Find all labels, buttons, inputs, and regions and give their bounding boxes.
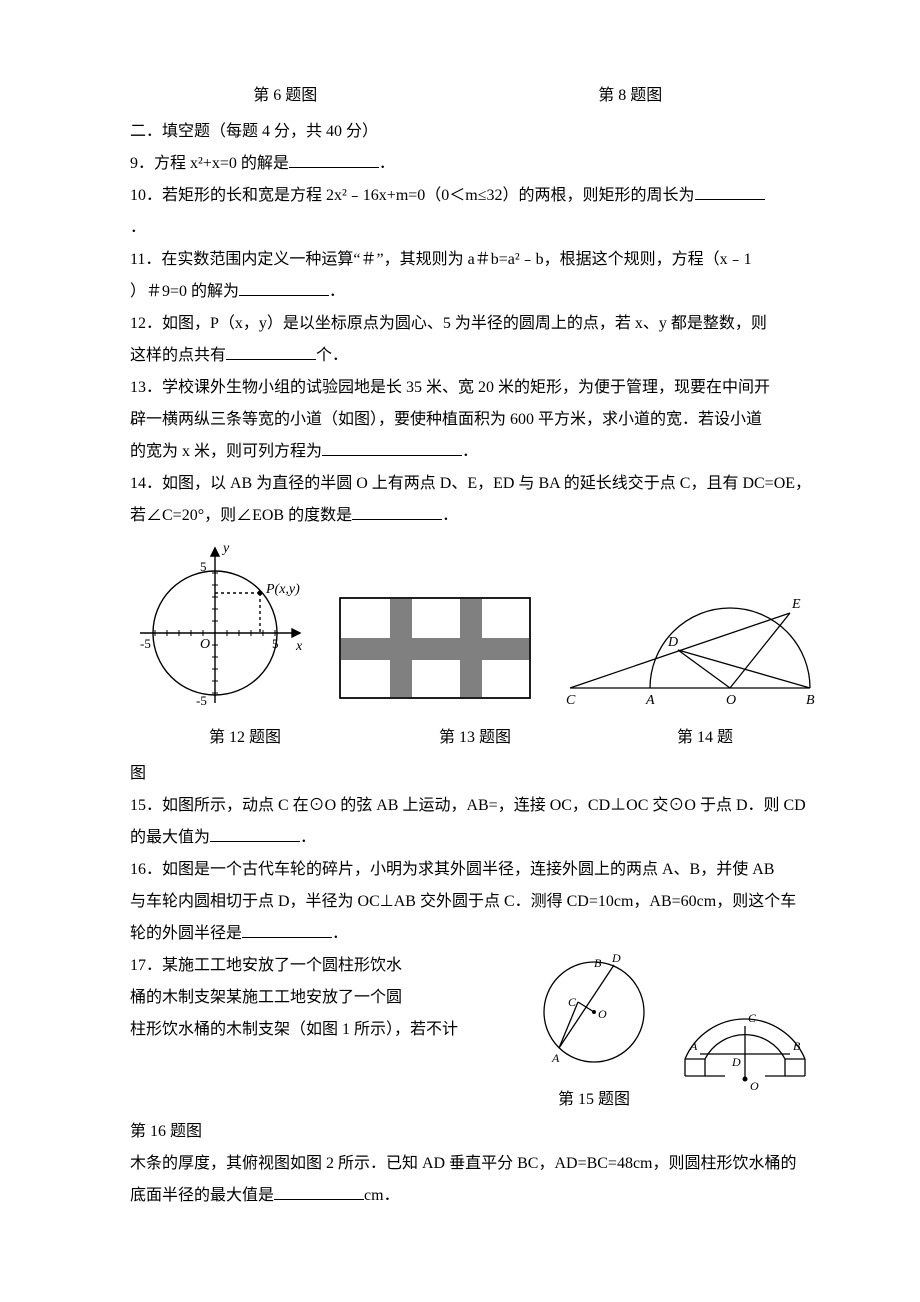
blank-q9 xyxy=(289,151,379,168)
svg-text:O: O xyxy=(750,1079,759,1093)
q11-line2: ）＃9=0 的解为． xyxy=(130,276,820,308)
q16-line3: 轮的外圆半径是． xyxy=(130,918,820,950)
svg-text:A: A xyxy=(689,1039,698,1053)
q15-line2: 的最大值为． xyxy=(130,822,820,854)
blank-q11 xyxy=(239,279,329,296)
cap14b: 图 xyxy=(130,758,820,790)
svg-text:E: E xyxy=(791,597,801,612)
blank-q10 xyxy=(695,183,765,200)
q17-block: D B C O A 第 15 题图 xyxy=(130,950,820,1116)
blank-q15 xyxy=(210,825,300,842)
cap14: 第 14 题 xyxy=(590,722,820,754)
fig12: y x O P(x,y) 5 -5 -5 5 xyxy=(130,538,310,720)
figures-row-1: y x O P(x,y) 5 -5 -5 5 xyxy=(130,538,820,720)
blank-q17 xyxy=(274,1183,364,1200)
cap16: 第 16 题图 xyxy=(130,1116,820,1148)
svg-text:D: D xyxy=(731,1055,741,1069)
q15-line1: 15．如图所示，动点 C 在⊙O 的弦 AB 上运动，AB=，连接 OC，CD⊥… xyxy=(130,790,820,822)
svg-text:B: B xyxy=(806,693,815,708)
blank-q14 xyxy=(352,503,442,520)
fig-captions-1: 第 12 题图 第 13 题图 第 14 题 xyxy=(130,722,820,754)
q13-line3: 的宽为 x 米，则可列方程为． xyxy=(130,436,820,468)
figures-row-2: D B C O A 第 15 题图 xyxy=(534,950,820,1116)
q16-line2: 与车轮内圆相切于点 D，半径为 OC⊥AB 交外圆于点 C．测得 CD=10cm… xyxy=(130,886,820,918)
q13-line1: 13．学校课外生物小组的试验园地是长 35 米、宽 20 米的矩形，为便于管理，… xyxy=(130,372,820,404)
fig15: D B C O A 第 15 题图 xyxy=(534,950,654,1116)
caption-q8: 第 8 题图 xyxy=(441,80,821,112)
section-title: 二．填空题（每题 4 分，共 40 分） xyxy=(130,116,820,148)
q14-line1: 14．如图，以 AB 为直径的半圆 O 上有两点 D、E，ED 与 BA 的延长… xyxy=(130,468,820,500)
q14-line2: 若∠C=20°，则∠EOB 的度数是． xyxy=(130,500,820,532)
svg-text:O: O xyxy=(200,637,210,652)
svg-text:-5: -5 xyxy=(196,693,207,708)
svg-text:B: B xyxy=(594,956,602,970)
svg-text:5: 5 xyxy=(272,636,279,651)
cap15: 第 15 题图 xyxy=(534,1084,654,1116)
svg-text:C: C xyxy=(748,1011,757,1025)
svg-text:5: 5 xyxy=(200,559,207,574)
q13-line2: 辟一横两纵三条等宽的小道（如图），要使种植面积为 600 平方米，求小道的宽．若… xyxy=(130,404,820,436)
svg-text:D: D xyxy=(611,951,621,965)
q17-line4: 木条的厚度，其俯视图如图 2 所示．已知 AD 垂直平分 BC，AD=BC=48… xyxy=(130,1148,820,1180)
blank-q13 xyxy=(322,439,462,456)
fig13 xyxy=(335,588,535,720)
blank-q12 xyxy=(226,343,316,360)
top-captions: 第 6 题图 第 8 题图 xyxy=(130,80,820,112)
svg-text:C: C xyxy=(568,995,577,1009)
svg-text:O: O xyxy=(598,1007,607,1021)
fig16: A B C D O xyxy=(670,1004,820,1116)
svg-text:A: A xyxy=(645,693,655,708)
fig14: C A O B D E xyxy=(560,578,820,720)
cap13: 第 13 题图 xyxy=(360,722,590,754)
q16-line1: 16．如图是一个古代车轮的碎片，小明为求其外圆半径，连接外圆上的两点 A、B，并… xyxy=(130,854,820,886)
cap12: 第 12 题图 xyxy=(130,722,360,754)
blank-q16 xyxy=(242,921,332,938)
svg-text:x: x xyxy=(295,639,303,654)
q9: 9．方程 x²+x=0 的解是． xyxy=(130,148,820,180)
caption-q6: 第 6 题图 xyxy=(130,80,441,112)
svg-text:A: A xyxy=(551,1051,560,1065)
q12-line2: 这样的点共有个． xyxy=(130,340,820,372)
svg-text:y: y xyxy=(221,541,230,556)
svg-text:P(x,y): P(x,y) xyxy=(265,582,300,597)
svg-text:C: C xyxy=(566,693,576,708)
svg-text:B: B xyxy=(793,1039,801,1053)
q10-period: ． xyxy=(130,212,820,244)
svg-text:-5: -5 xyxy=(140,636,151,651)
q11-line1: 11．在实数范围内定义一种运算“＃”，其规则为 a＃b=a²﹣b，根据这个规则，… xyxy=(130,244,820,276)
svg-text:O: O xyxy=(726,693,736,708)
svg-text:D: D xyxy=(667,635,678,650)
q17-line5: 底面半径的最大值是cm． xyxy=(130,1180,820,1212)
q12-line1: 12．如图，P（x，y）是以坐标原点为圆心、5 为半径的圆周上的点，若 x、y … xyxy=(130,308,820,340)
q10: 10．若矩形的长和宽是方程 2x²﹣16x+m=0（0＜m≤32）的两根，则矩形… xyxy=(130,180,820,212)
